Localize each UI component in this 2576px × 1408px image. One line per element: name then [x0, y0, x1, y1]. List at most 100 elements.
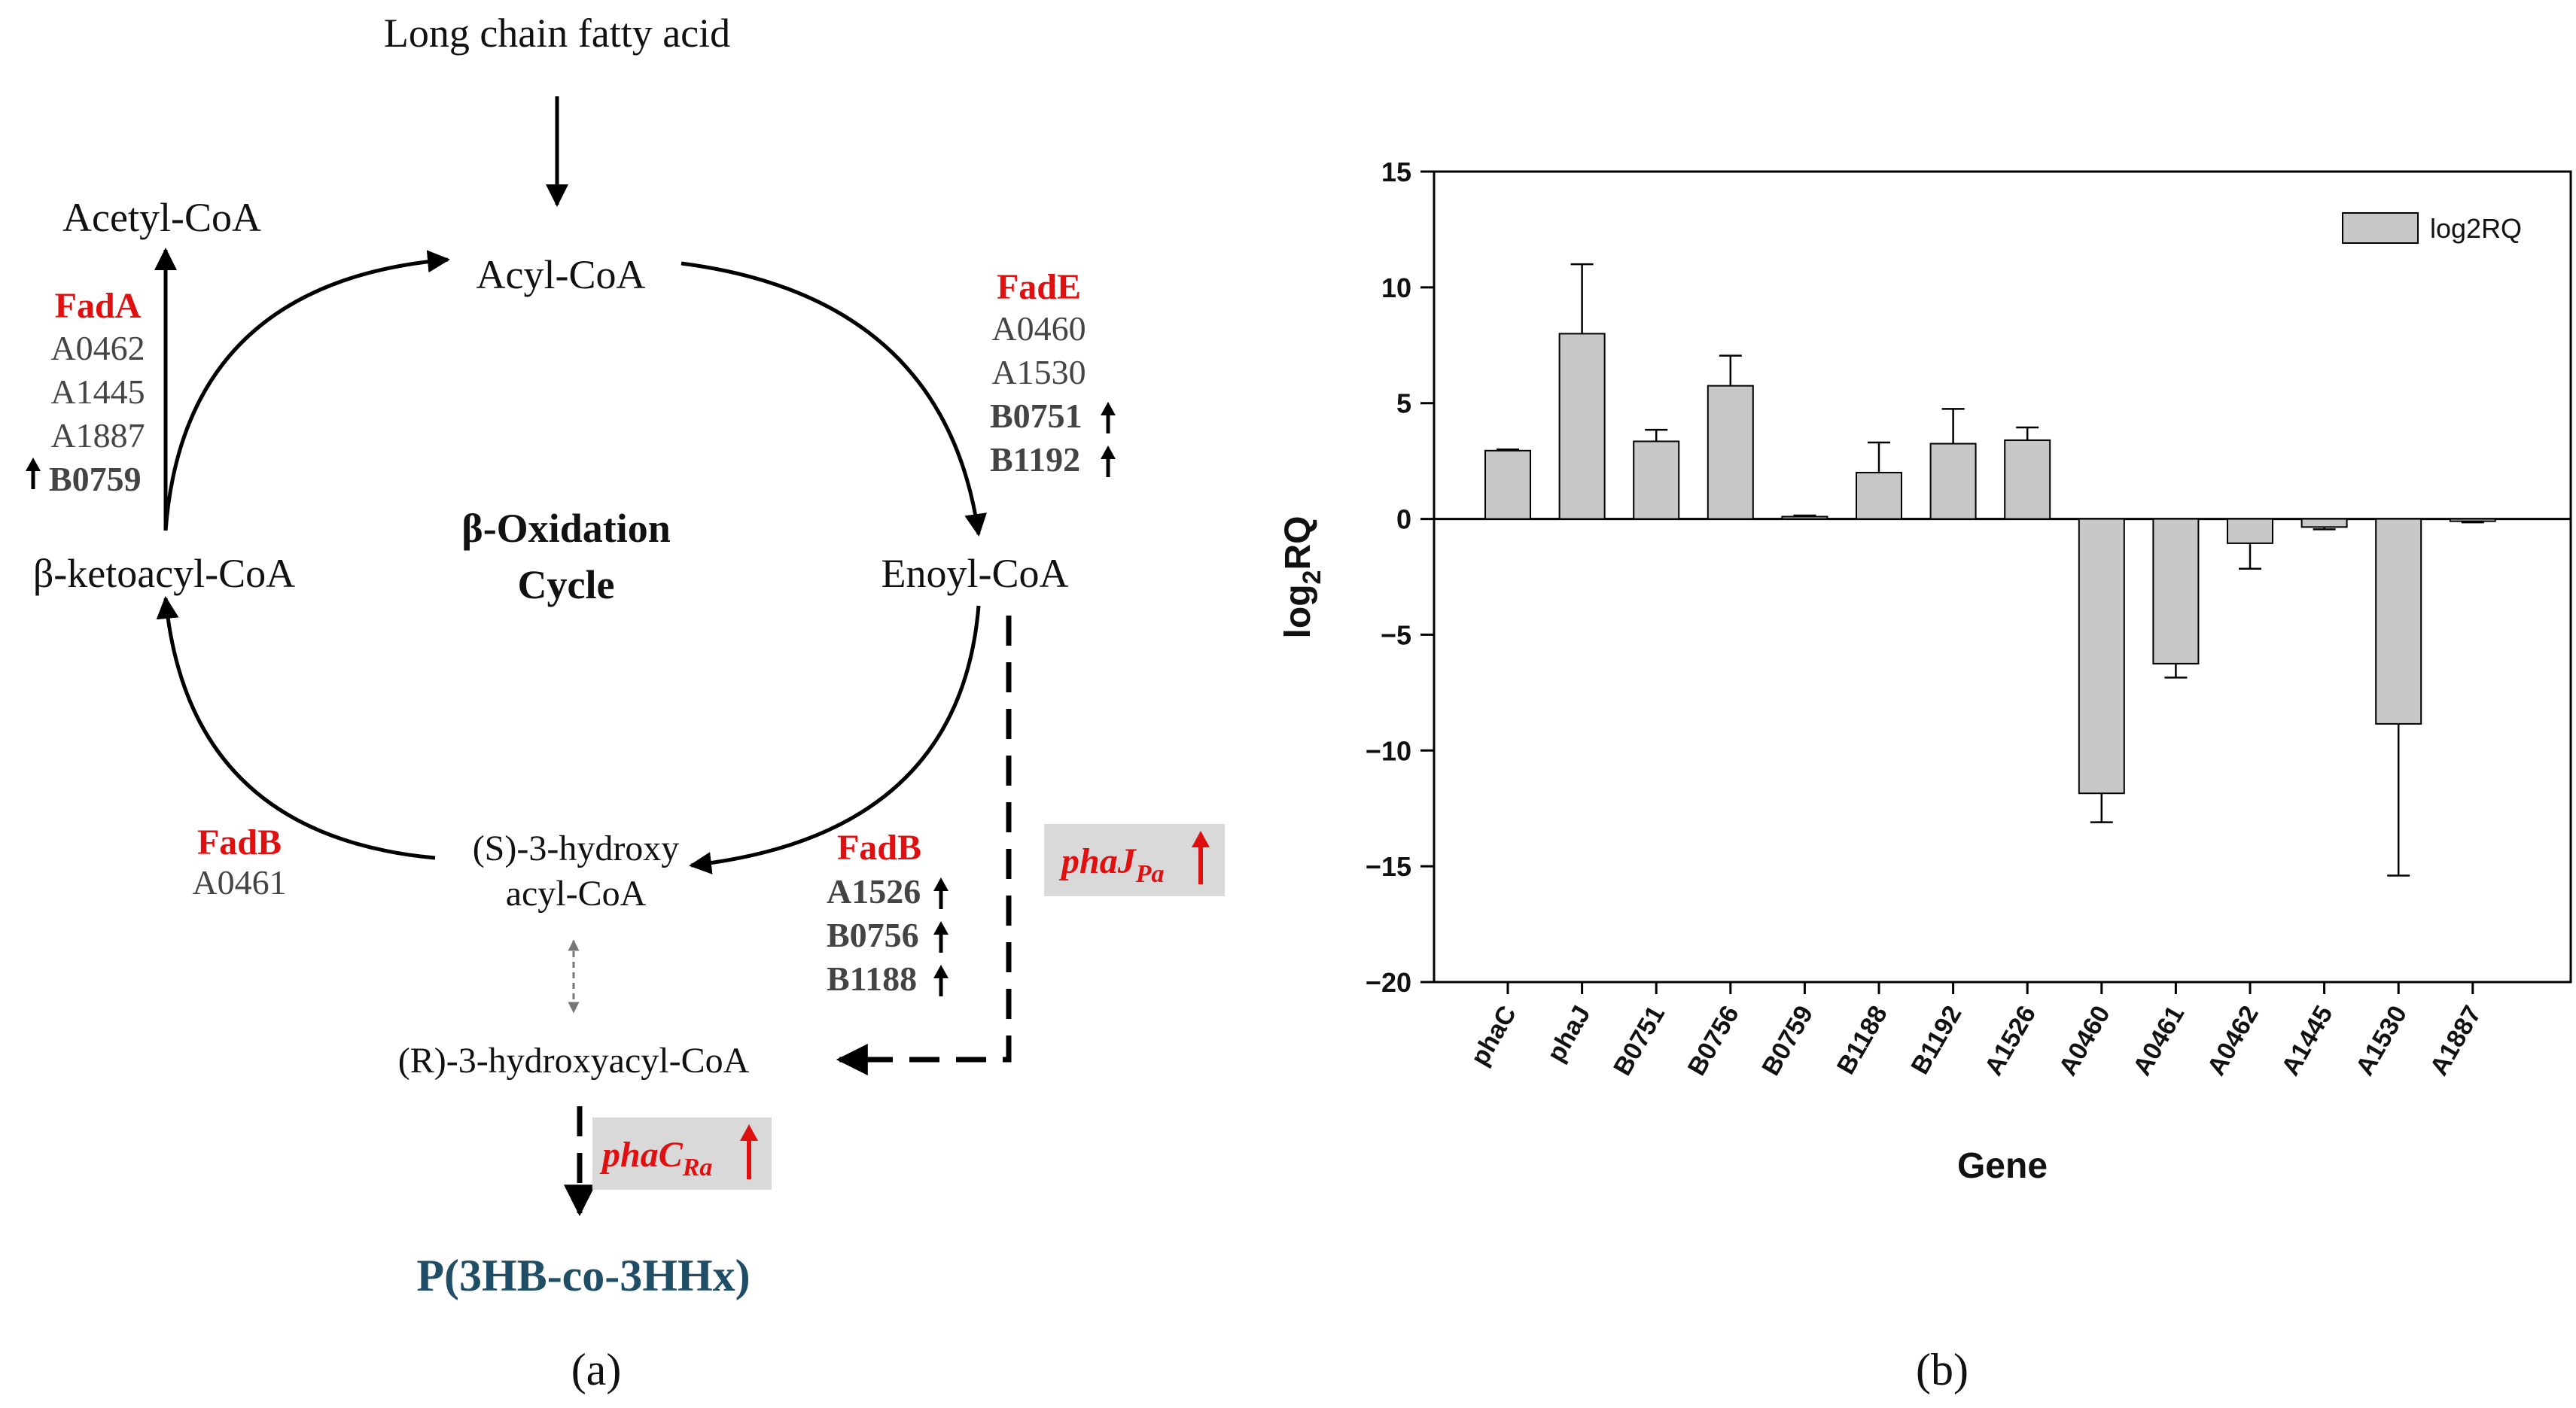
x-tick-label: B0756	[1682, 1001, 1745, 1081]
acetyl-coa-label: Acetyl-CoA	[62, 195, 261, 240]
up-arrow-icon	[1101, 446, 1116, 477]
phaC-box: phaCRa	[592, 1118, 772, 1190]
y-tick-label: −5	[1381, 619, 1411, 650]
fadB-right-label: FadB	[837, 828, 921, 868]
arrow-acyl-to-enoyl	[681, 261, 988, 537]
panel-b-chart: 15 10 5 0 −5 −10 −15 −20 phaC phaJ B0751 B0756 B075…	[1278, 157, 2572, 1394]
y-tick-label: 15	[1381, 157, 1411, 187]
legend-swatch	[2342, 212, 2419, 244]
cycle-title-line2: Cycle	[518, 562, 615, 607]
svg-text:phaCRa: phaCRa	[599, 1135, 712, 1181]
x-tick-label: A0460	[2054, 1001, 2116, 1081]
x-tick-label: phaC	[1466, 1001, 1522, 1071]
legend: log2RQ	[2342, 212, 2522, 244]
s-hydroxy-label-line1: (S)-3-hydroxy	[473, 829, 680, 868]
bar	[1707, 385, 1754, 520]
phaJ-label: phaJ	[1058, 841, 1137, 881]
phaC-label: phaC	[599, 1135, 684, 1175]
bar	[2300, 518, 2348, 528]
bar	[2004, 439, 2051, 520]
bar	[1558, 333, 1606, 520]
bar	[2449, 518, 2496, 522]
up-arrow-icon	[740, 1124, 758, 1179]
x-tick-label: phaJ	[1542, 1001, 1597, 1067]
y-axis-title-main: log	[1278, 584, 1318, 638]
plot-frame	[1433, 170, 2572, 984]
fadA-gene: A1445	[50, 373, 145, 411]
bars	[1484, 263, 2496, 994]
up-arrow-icon	[933, 921, 948, 953]
fadB-left-label: FadB	[197, 823, 282, 862]
r-hydroxyacyl-coa-label: (R)-3-hydroxyacyl-CoA	[398, 1041, 750, 1081]
x-axis-title: Gene	[1957, 1146, 2048, 1186]
enoyl-coa-label: Enoyl-CoA	[882, 551, 1069, 596]
bar	[2375, 518, 2422, 725]
fadB-right-upregulated-gene: A1526	[827, 872, 921, 911]
fadB-right-upregulated-gene: B1188	[827, 959, 917, 998]
x-tick-label: A1526	[1979, 1001, 2042, 1081]
y-axis-title: log2RQ	[1278, 516, 1326, 639]
bar	[2078, 518, 2125, 795]
long-chain-fatty-acid-label: Long chain fatty acid	[384, 11, 730, 56]
y-tick-label: −20	[1366, 967, 1411, 998]
up-arrow-icon	[1192, 831, 1210, 884]
bar	[1856, 472, 1902, 520]
svg-text:phaJPa: phaJPa	[1058, 841, 1164, 888]
y-axis: 15 10 5 0 −5 −10 −15 −20	[1366, 157, 1434, 998]
bar	[1781, 515, 1828, 520]
y-axis-title-sub: 2	[1298, 570, 1326, 585]
arrow-ketoacyl-to-acyl	[163, 250, 450, 531]
fadB-left-gene: A0461	[192, 863, 286, 902]
bar	[2152, 518, 2200, 664]
x-tick-label: B0751	[1608, 1001, 1670, 1081]
y-axis-title-rest: RQ	[1278, 516, 1318, 570]
product-label: P(3HB-co-3HHx)	[416, 1251, 750, 1300]
bar	[1929, 442, 1977, 520]
up-arrow-icon	[26, 458, 41, 489]
x-tick-label: A0461	[2127, 1001, 2190, 1081]
bar	[2227, 518, 2273, 544]
up-arrow-icon	[933, 965, 948, 996]
fadA-gene: A0462	[50, 329, 145, 367]
fadA-gene: A1887	[50, 416, 145, 455]
bar	[1633, 440, 1680, 520]
x-tick-label: B0759	[1756, 1001, 1819, 1081]
phaJ-subscript: Pa	[1135, 860, 1165, 888]
phaC-subscript: Ra	[682, 1154, 713, 1181]
up-arrow-icon	[933, 877, 948, 909]
y-tick-label: 5	[1396, 388, 1411, 419]
y-tick-label: −15	[1366, 851, 1411, 882]
panel-b-label: (b)	[1916, 1345, 1969, 1394]
fadE-label: FadE	[997, 267, 1081, 307]
phaJ-box: phaJPa	[1044, 824, 1225, 896]
fadB-right-upregulated-gene: B0756	[827, 916, 919, 954]
up-arrow-icon	[1101, 402, 1116, 433]
panel-a-label: (a)	[571, 1345, 622, 1394]
y-tick-label: 0	[1396, 504, 1411, 535]
x-tick-label: A1445	[2276, 1001, 2339, 1081]
x-tick-label: A1530	[2350, 1001, 2413, 1081]
legend-label: log2RQ	[2430, 213, 2522, 244]
fadE-gene: A1530	[991, 353, 1086, 391]
fadA-label: FadA	[55, 286, 142, 326]
cycle-title-line1: β-Oxidation	[461, 506, 671, 551]
phaJ-dashed-route	[836, 616, 1012, 1075]
arrow-shydroxy-to-ketoacyl	[156, 596, 436, 860]
acyl-coa-label: Acyl-CoA	[477, 252, 646, 297]
fadA-upregulated-gene: B0759	[49, 460, 142, 498]
fadE-upregulated-gene: B0751	[990, 397, 1082, 435]
arrow-enoyl-to-shydroxy	[689, 605, 981, 874]
ketoacyl-coa-label: β-ketoacyl-CoA	[33, 551, 295, 596]
y-tick-label: 10	[1381, 272, 1411, 303]
fadE-gene: A0460	[991, 309, 1086, 348]
s-hydroxy-label-line2: acyl-CoA	[506, 874, 647, 914]
bar	[1484, 449, 1531, 520]
x-tick-labels: phaC phaJ B0751 B0756 B0759 B1188 B1192 A1526 A0…	[1466, 1001, 2487, 1081]
x-tick-label: A0462	[2202, 1001, 2264, 1081]
x-tick-label: B1188	[1832, 1001, 1893, 1079]
panel-a-pathway: Long chain fatty acid Acyl-CoA Acetyl-Co…	[26, 11, 1225, 1394]
x-tick-label: A1887	[2425, 1001, 2487, 1081]
x-tick-label: B1192	[1905, 1001, 1967, 1079]
y-tick-label: −10	[1366, 735, 1411, 766]
